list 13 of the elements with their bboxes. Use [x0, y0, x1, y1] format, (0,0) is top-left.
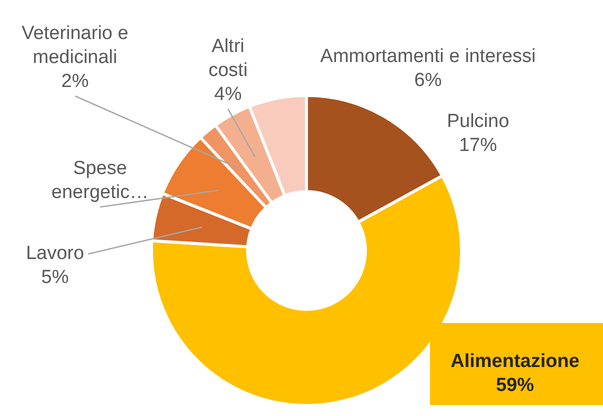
slice-label: Spese energetic… — [51, 158, 149, 204]
data-label: 59% — [496, 375, 534, 396]
slice-label: Ammortamenti e interessi — [320, 46, 536, 68]
data-label: 2% — [61, 71, 89, 92]
slice-label: Pulcino — [446, 111, 510, 132]
slice-label: Altri costi — [208, 36, 248, 82]
slice-label: Lavoro — [26, 243, 84, 264]
data-label: 6% — [414, 70, 442, 92]
slice-label: Alimentazione — [450, 351, 580, 372]
data-label: 4% — [214, 84, 242, 106]
slice-label: Veterinario e medicinali — [22, 23, 128, 68]
data-label: 17% — [458, 135, 498, 156]
data-label: 5% — [41, 267, 69, 288]
